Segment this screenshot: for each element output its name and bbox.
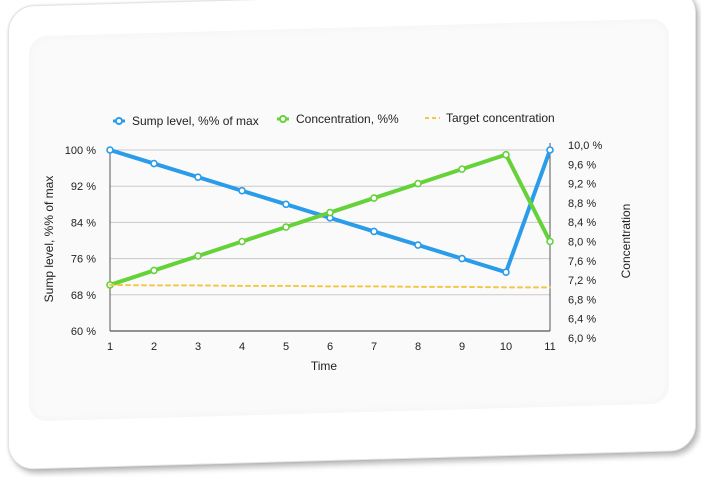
x-tick-label: 11 bbox=[544, 341, 555, 353]
x-tick-label: 2 bbox=[151, 341, 157, 353]
right-axis-title: Concentration bbox=[619, 204, 633, 279]
x-tick-label: 8 bbox=[415, 341, 421, 353]
left-tick-label: 68 % bbox=[71, 290, 96, 302]
x-tick-label: 10 bbox=[500, 341, 512, 353]
left-tick-label: 60 % bbox=[71, 326, 96, 338]
legend-label-target: Target concentration bbox=[446, 111, 555, 125]
series bbox=[106, 146, 554, 289]
x-tick-label: 3 bbox=[195, 341, 201, 353]
series-point-0 bbox=[238, 186, 246, 195]
axes: 60 % 68 % 76 % 84 % 92 % 100 % 1 2 3 4 5 6 7 8 9 10 11 6,… bbox=[65, 140, 603, 353]
x-tick-label: 7 bbox=[371, 341, 377, 353]
left-tick-label: 76 % bbox=[71, 254, 96, 266]
series-point-0 bbox=[502, 268, 510, 276]
x-tick-label: 9 bbox=[459, 341, 465, 353]
series-point-0 bbox=[370, 227, 378, 236]
right-tick-label: 10,0 % bbox=[568, 140, 602, 152]
right-tick-label: 8,4 % bbox=[568, 217, 596, 229]
right-tick-label: 8,8 % bbox=[568, 198, 596, 210]
series-point-1 bbox=[502, 150, 510, 159]
series-line-2 bbox=[109, 283, 551, 289]
left-axis-title: Sump level, %% of max bbox=[42, 176, 56, 303]
right-tick-label: 6,0 % bbox=[568, 333, 596, 345]
right-tick-label: 8,0 % bbox=[568, 237, 596, 249]
legend-dot-concentration bbox=[279, 115, 287, 123]
series-point-1 bbox=[238, 237, 246, 246]
right-tick-label: 9,2 % bbox=[568, 179, 596, 191]
right-tick-label: 6,4 % bbox=[568, 314, 596, 326]
series-point-0 bbox=[458, 254, 466, 263]
series-point-1 bbox=[282, 223, 290, 231]
series-point-0 bbox=[150, 159, 158, 168]
x-tick-label: 4 bbox=[239, 341, 245, 353]
series-point-1 bbox=[326, 208, 334, 217]
series-point-1 bbox=[458, 165, 466, 173]
series-point-1 bbox=[414, 179, 422, 188]
legend-label-sump: Sump level, %% of max bbox=[132, 114, 259, 128]
legend: Sump level, %% of max Concentration, %% … bbox=[113, 111, 555, 128]
left-tick-label: 92 % bbox=[71, 181, 96, 193]
x-tick-label: 6 bbox=[327, 341, 333, 353]
legend-dot-sump bbox=[115, 117, 123, 125]
x-tick-label: 5 bbox=[283, 341, 289, 353]
right-tick-label: 7,6 % bbox=[568, 256, 596, 268]
right-tick-label: 9,6 % bbox=[568, 159, 596, 171]
series-point-1 bbox=[370, 194, 378, 202]
series-point-0 bbox=[194, 173, 202, 181]
x-tick-label: 1 bbox=[107, 341, 113, 353]
series-point-0 bbox=[282, 200, 290, 209]
legend-item-sump: Sump level, %% of max bbox=[113, 114, 259, 128]
legend-item-target: Target concentration bbox=[425, 111, 555, 125]
series-point-1 bbox=[546, 237, 554, 246]
left-tick-label: 100 % bbox=[65, 145, 96, 157]
right-tick-label: 7,2 % bbox=[568, 275, 596, 287]
series-point-1 bbox=[194, 252, 202, 260]
legend-item-concentration: Concentration, %% bbox=[277, 112, 399, 126]
right-tick-label: 6,8 % bbox=[568, 294, 596, 306]
series-point-0 bbox=[414, 241, 422, 249]
series-point-0 bbox=[546, 146, 554, 154]
series-point-1 bbox=[150, 266, 158, 275]
left-tick-label: 84 % bbox=[71, 217, 96, 229]
series-point-0 bbox=[106, 146, 114, 154]
grid bbox=[110, 149, 550, 332]
legend-label-concentration: Concentration, %% bbox=[296, 112, 399, 126]
x-axis-title: Time bbox=[311, 359, 338, 373]
